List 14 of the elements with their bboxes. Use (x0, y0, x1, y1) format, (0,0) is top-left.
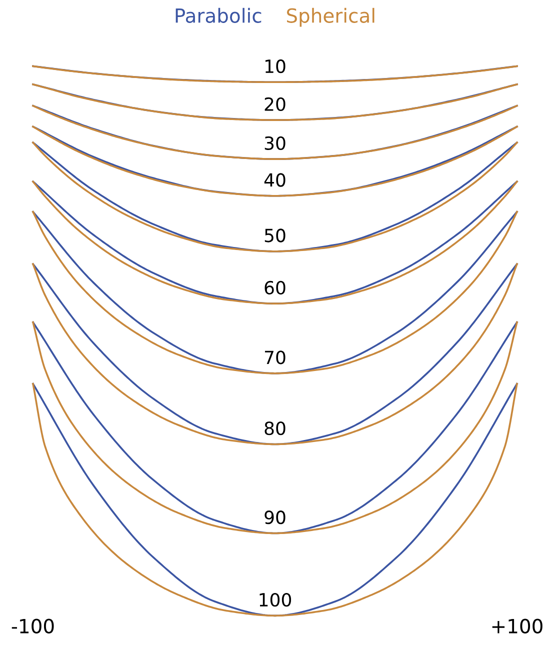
annotation: 60 (264, 280, 286, 295)
annotation: 70 (264, 350, 286, 364)
annotation: 80 (264, 422, 286, 436)
annotation: 90 (264, 510, 286, 524)
annotation: 10 (265, 59, 286, 74)
x-tick-label: -100 (12, 618, 54, 634)
annotation: 40 (264, 173, 286, 187)
x-tick-label: +100 (492, 618, 542, 634)
annotation: 100 (260, 592, 292, 607)
text: Spherical (286, 8, 374, 27)
annotation: 50 (264, 228, 286, 242)
annotation: 30 (264, 136, 286, 150)
annotation: 20 (264, 97, 286, 111)
text: Parabolic (176, 8, 262, 23)
